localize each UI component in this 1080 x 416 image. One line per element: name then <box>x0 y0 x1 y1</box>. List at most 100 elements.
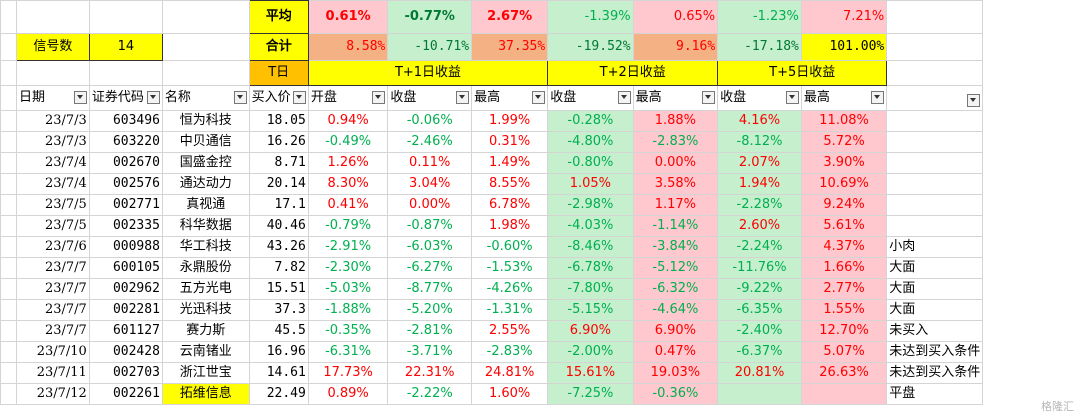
return-cell[interactable]: -0.28% <box>547 110 634 132</box>
return-cell[interactable]: -11.76% <box>717 257 802 279</box>
return-cell[interactable]: -6.03% <box>387 236 473 258</box>
return-cell[interactable]: 12.70% <box>800 320 888 342</box>
return-cell[interactable]: 24.81% <box>471 362 549 384</box>
date-cell[interactable]: 23/7/7 <box>16 320 90 342</box>
row-edge[interactable] <box>0 320 18 342</box>
return-cell[interactable]: 8.55% <box>471 173 549 195</box>
return-cell[interactable]: 3.04% <box>387 173 473 195</box>
return-cell[interactable]: -1.31% <box>471 299 549 321</box>
blank-cell[interactable] <box>886 33 984 61</box>
return-cell[interactable]: 22.31% <box>387 362 473 384</box>
total-value[interactable]: 37.35% <box>471 33 549 61</box>
column-header[interactable]: 日期 <box>16 85 90 111</box>
t-day-label[interactable]: T日 <box>248 60 309 86</box>
column-header[interactable]: 证券代码 <box>88 85 163 111</box>
blank-cell[interactable] <box>16 60 90 86</box>
price-cell[interactable]: 15.51 <box>248 278 309 300</box>
note-cell[interactable]: 大面 <box>886 278 984 300</box>
name-cell[interactable]: 永鼎股份 <box>161 257 250 279</box>
return-cell[interactable]: 17.73% <box>307 362 389 384</box>
return-cell[interactable]: -2.81% <box>387 320 473 342</box>
row-edge[interactable] <box>0 0 18 34</box>
date-cell[interactable]: 23/7/5 <box>16 215 90 237</box>
return-cell[interactable]: 0.89% <box>307 383 389 405</box>
filter-dropdown-icon[interactable] <box>871 91 885 104</box>
row-edge[interactable] <box>0 257 18 279</box>
date-cell[interactable]: 23/7/4 <box>16 173 90 195</box>
note-cell[interactable]: 未达到买入条件 <box>886 362 984 384</box>
return-cell[interactable]: 0.41% <box>307 194 389 216</box>
date-cell[interactable]: 23/7/7 <box>16 299 90 321</box>
avg-value[interactable]: 0.65% <box>632 0 719 34</box>
code-cell[interactable]: 002670 <box>88 152 163 174</box>
return-cell[interactable]: -6.27% <box>387 257 473 279</box>
avg-value[interactable]: 2.67% <box>471 0 549 34</box>
return-cell[interactable] <box>717 383 802 405</box>
filter-dropdown-icon[interactable] <box>233 91 247 104</box>
price-cell[interactable]: 14.61 <box>248 362 309 384</box>
return-cell[interactable]: -5.03% <box>307 278 389 300</box>
return-cell[interactable]: -0.87% <box>387 215 473 237</box>
column-header[interactable]: 买入价 <box>248 85 309 111</box>
row-edge[interactable] <box>0 33 18 61</box>
return-cell[interactable]: -6.31% <box>307 341 389 363</box>
column-header[interactable]: 收盘 <box>717 85 802 111</box>
name-cell[interactable]: 恒为科技 <box>161 110 250 132</box>
code-cell[interactable]: 002335 <box>88 215 163 237</box>
avg-value[interactable]: -1.23% <box>717 0 802 34</box>
return-cell[interactable]: 0.00% <box>632 152 719 174</box>
name-cell[interactable]: 真视通 <box>161 194 250 216</box>
return-cell[interactable]: 10.69% <box>800 173 888 195</box>
column-header[interactable]: 收盘 <box>387 85 473 111</box>
return-cell[interactable]: 1.66% <box>800 257 888 279</box>
date-cell[interactable]: 23/7/4 <box>16 152 90 174</box>
return-cell[interactable]: 15.61% <box>547 362 634 384</box>
return-cell[interactable]: 2.77% <box>800 278 888 300</box>
column-header[interactable]: 最高 <box>800 85 888 111</box>
blank-cell[interactable] <box>161 33 250 61</box>
avg-value[interactable]: -1.39% <box>547 0 634 34</box>
name-cell[interactable]: 中贝通信 <box>161 131 250 153</box>
date-cell[interactable]: 23/7/12 <box>16 383 90 405</box>
total-value[interactable]: 101.00% <box>800 33 888 61</box>
code-cell[interactable]: 603496 <box>88 110 163 132</box>
avg-value[interactable]: 7.21% <box>800 0 888 34</box>
note-cell[interactable] <box>886 194 984 216</box>
total-value[interactable]: -19.52% <box>547 33 634 61</box>
column-header[interactable]: 收盘 <box>547 85 634 111</box>
code-cell[interactable]: 002703 <box>88 362 163 384</box>
return-cell[interactable]: -3.84% <box>632 236 719 258</box>
row-edge[interactable] <box>0 110 18 132</box>
code-cell[interactable]: 002576 <box>88 173 163 195</box>
avg-value[interactable]: -0.77% <box>387 0 473 34</box>
return-cell[interactable]: 6.90% <box>547 320 634 342</box>
note-cell[interactable] <box>886 215 984 237</box>
return-cell[interactable]: 8.30% <box>307 173 389 195</box>
return-cell[interactable]: 1.05% <box>547 173 634 195</box>
note-cell[interactable]: 未达到买入条件 <box>886 341 984 363</box>
row-edge[interactable] <box>0 152 18 174</box>
return-cell[interactable]: -4.80% <box>547 131 634 153</box>
return-cell[interactable]: -4.26% <box>471 278 549 300</box>
return-cell[interactable]: 1.49% <box>471 152 549 174</box>
return-cell[interactable]: -8.77% <box>387 278 473 300</box>
column-header[interactable]: 名称 <box>161 85 250 111</box>
return-cell[interactable]: 6.78% <box>471 194 549 216</box>
return-cell[interactable]: 2.07% <box>717 152 802 174</box>
return-cell[interactable]: 1.55% <box>800 299 888 321</box>
row-edge[interactable] <box>0 173 18 195</box>
price-cell[interactable]: 7.82 <box>248 257 309 279</box>
return-cell[interactable]: -6.37% <box>717 341 802 363</box>
code-cell[interactable]: 600105 <box>88 257 163 279</box>
return-cell[interactable]: -1.14% <box>632 215 719 237</box>
code-cell[interactable]: 002428 <box>88 341 163 363</box>
group-t2[interactable]: T+2日收益 <box>547 60 719 86</box>
note-cell[interactable]: 大面 <box>886 257 984 279</box>
group-t5[interactable]: T+5日收益 <box>717 60 888 86</box>
return-cell[interactable]: -0.60% <box>471 236 549 258</box>
total-value[interactable]: 8.58% <box>307 33 389 61</box>
blank-cell[interactable] <box>161 60 250 86</box>
name-cell[interactable]: 赛力斯 <box>161 320 250 342</box>
return-cell[interactable]: -3.71% <box>387 341 473 363</box>
return-cell[interactable]: -4.64% <box>632 299 719 321</box>
